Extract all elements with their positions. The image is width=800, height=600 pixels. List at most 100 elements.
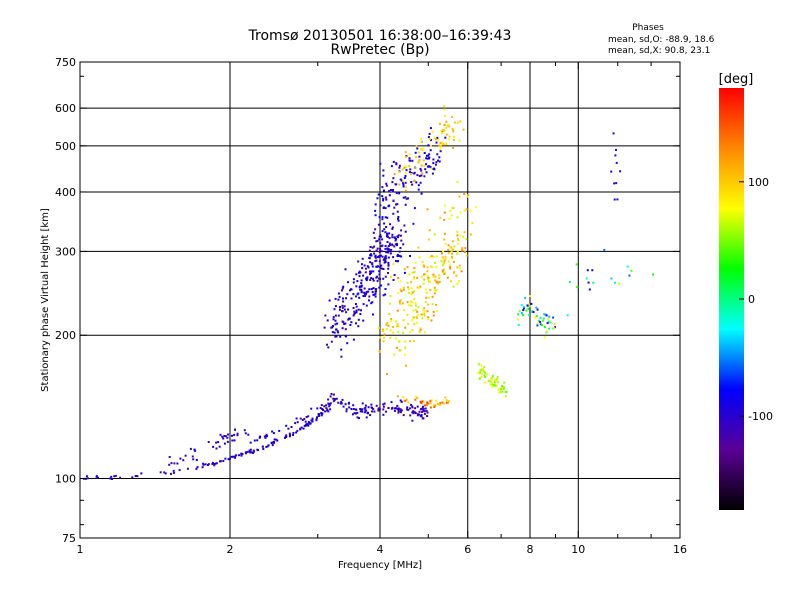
data-point xyxy=(479,369,482,372)
data-point xyxy=(489,379,492,382)
data-point xyxy=(357,325,360,328)
data-point xyxy=(357,292,360,295)
data-point xyxy=(525,309,528,312)
data-point xyxy=(447,248,450,251)
data-point xyxy=(591,269,594,272)
data-point xyxy=(332,325,334,327)
data-point xyxy=(356,411,359,414)
data-point xyxy=(384,255,387,258)
data-point xyxy=(378,255,381,258)
data-point xyxy=(453,121,456,124)
data-point xyxy=(456,230,459,233)
data-point xyxy=(395,163,398,166)
data-point xyxy=(332,316,335,319)
data-point xyxy=(435,266,438,269)
data-point xyxy=(371,265,374,268)
data-point xyxy=(362,303,365,306)
data-point xyxy=(232,455,235,458)
data-point xyxy=(382,268,385,270)
y-tick-labels: 75 100 200 300 400 500 600 750 xyxy=(55,56,76,545)
data-point xyxy=(370,288,373,291)
data-point xyxy=(383,402,386,405)
data-point xyxy=(451,115,454,118)
data-point xyxy=(552,316,555,319)
data-point xyxy=(554,326,557,329)
data-point xyxy=(444,396,447,399)
data-point xyxy=(389,223,392,226)
data-point xyxy=(262,448,265,450)
data-point xyxy=(350,408,353,410)
data-point xyxy=(491,386,494,389)
data-point xyxy=(404,346,407,349)
data-point xyxy=(360,282,363,285)
data-point xyxy=(394,239,397,242)
data-point xyxy=(358,417,360,420)
data-point xyxy=(444,136,447,139)
data-point xyxy=(330,326,333,329)
data-point xyxy=(335,397,338,400)
data-point xyxy=(435,161,438,164)
data-point xyxy=(364,271,367,274)
data-point xyxy=(548,315,551,318)
data-point xyxy=(435,289,438,292)
data-point xyxy=(345,297,347,300)
data-point xyxy=(424,168,427,171)
data-point xyxy=(393,206,396,209)
data-point xyxy=(315,417,318,420)
data-point xyxy=(215,441,218,444)
data-point xyxy=(420,275,423,278)
data-point xyxy=(403,177,406,179)
data-point xyxy=(505,391,508,393)
data-point xyxy=(395,346,398,349)
data-point xyxy=(387,245,390,247)
data-point xyxy=(392,189,394,191)
data-point xyxy=(423,265,426,268)
data-point xyxy=(356,280,359,283)
data-point xyxy=(234,428,236,431)
data-point xyxy=(447,400,450,402)
data-point xyxy=(382,405,385,408)
data-point xyxy=(442,250,445,253)
data-point xyxy=(401,302,404,305)
data-point xyxy=(344,322,347,325)
data-point xyxy=(434,163,437,166)
data-point xyxy=(490,377,493,380)
data-point xyxy=(350,321,353,324)
data-point xyxy=(342,321,345,324)
data-point xyxy=(387,283,390,286)
data-point xyxy=(586,269,589,272)
data-point xyxy=(469,209,472,212)
data-point xyxy=(400,400,403,403)
data-point xyxy=(432,404,435,407)
data-point xyxy=(386,234,389,237)
data-point xyxy=(266,445,269,448)
data-point xyxy=(402,181,404,184)
data-point xyxy=(384,231,387,234)
data-point xyxy=(375,288,378,291)
data-point xyxy=(365,277,368,280)
data-point xyxy=(618,282,621,285)
data-point xyxy=(405,398,408,401)
data-point xyxy=(527,303,530,306)
data-point xyxy=(429,166,432,169)
data-point xyxy=(336,322,339,325)
data-point xyxy=(427,165,429,168)
data-point xyxy=(265,445,268,448)
data-point xyxy=(430,255,433,258)
data-point xyxy=(427,277,430,279)
data-point xyxy=(386,241,389,243)
data-point xyxy=(418,175,421,177)
data-point xyxy=(359,410,362,413)
phases-heading: Phases xyxy=(632,23,664,33)
data-point xyxy=(352,281,355,284)
data-point xyxy=(427,154,430,157)
data-point xyxy=(434,262,437,264)
data-point xyxy=(420,192,423,195)
x-axis-label: Frequency [MHz] xyxy=(338,560,422,571)
data-point xyxy=(368,295,371,298)
data-point xyxy=(432,314,435,317)
data-point xyxy=(373,410,376,413)
data-point xyxy=(529,295,532,298)
data-point xyxy=(437,159,439,162)
